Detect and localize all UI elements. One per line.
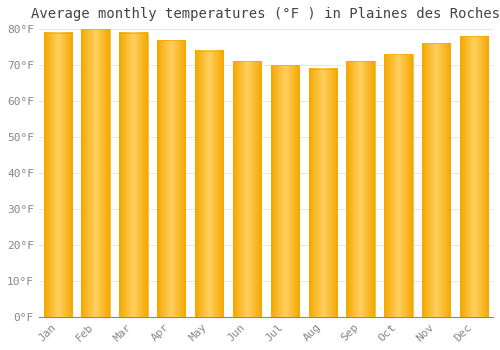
Title: Average monthly temperatures (°F ) in Plaines des Roches: Average monthly temperatures (°F ) in Pl…	[32, 7, 500, 21]
Bar	[270, 65, 299, 317]
Bar	[157, 40, 186, 317]
Bar	[82, 29, 110, 317]
Bar	[195, 51, 224, 317]
Bar	[422, 43, 450, 317]
Bar	[384, 54, 412, 317]
Bar	[308, 69, 337, 317]
Bar	[44, 33, 72, 317]
Bar	[346, 62, 375, 317]
Bar	[119, 33, 148, 317]
Bar	[233, 62, 261, 317]
Bar	[460, 36, 488, 317]
